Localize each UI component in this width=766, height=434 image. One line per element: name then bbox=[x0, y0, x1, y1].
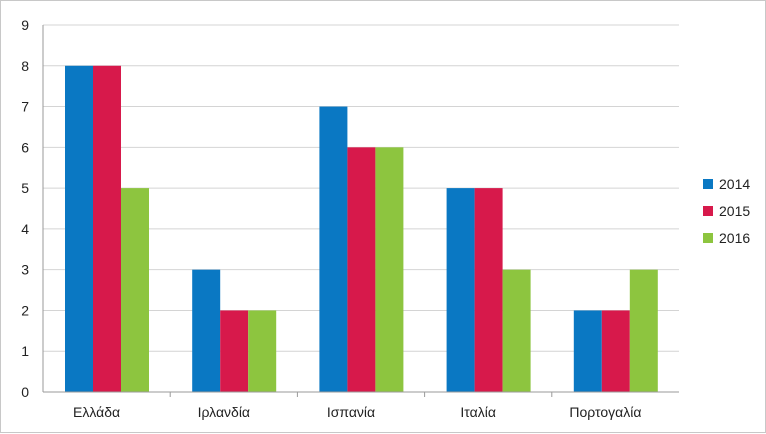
legend-label-2015: 2015 bbox=[719, 203, 750, 219]
x-category-label: Ισπανία bbox=[327, 404, 375, 420]
bar-2015-0 bbox=[93, 65, 121, 393]
bar-2014-1 bbox=[192, 269, 221, 392]
x-category-label: Πορτογαλία bbox=[569, 404, 641, 420]
legend: 2014 2015 2016 bbox=[703, 176, 750, 246]
y-axis: 0 1 2 3 4 5 6 7 8 9 bbox=[21, 17, 44, 400]
bar-2015-1 bbox=[220, 310, 249, 392]
x-axis: Ελλάδα Ιρλανδία Ισπανία Ιταλία Πορτογαλία bbox=[43, 391, 679, 420]
y-tick-label: 7 bbox=[21, 99, 29, 115]
legend-swatch-2015 bbox=[703, 206, 713, 216]
bar-2016-3 bbox=[502, 269, 531, 392]
bar-2016-2 bbox=[375, 147, 404, 392]
y-tick-label: 8 bbox=[21, 58, 29, 74]
legend-label-2014: 2014 bbox=[719, 176, 750, 192]
y-tick-label: 4 bbox=[21, 221, 29, 237]
y-tick-label: 0 bbox=[21, 384, 29, 400]
bar-2014-3 bbox=[446, 188, 475, 392]
bar-2016-1 bbox=[248, 310, 277, 392]
bar-2016-0 bbox=[121, 188, 149, 392]
legend-label-2016: 2016 bbox=[719, 230, 750, 246]
bar-2014-2 bbox=[319, 106, 348, 393]
legend-swatch-2016 bbox=[703, 233, 713, 243]
bar-2015-4 bbox=[601, 310, 630, 392]
bars bbox=[65, 65, 658, 393]
bar-2014-0 bbox=[65, 65, 93, 393]
legend-swatch-2014 bbox=[703, 179, 713, 189]
y-tick-label: 1 bbox=[21, 343, 29, 359]
y-tick-label: 3 bbox=[21, 262, 29, 278]
y-tick-label: 9 bbox=[21, 17, 29, 33]
y-tick-label: 2 bbox=[21, 302, 29, 318]
bar-2014-4 bbox=[573, 310, 602, 392]
bar-2016-4 bbox=[629, 269, 658, 392]
x-category-label: Ελλάδα bbox=[73, 404, 120, 420]
y-tick-label: 5 bbox=[21, 180, 29, 196]
bar-2015-2 bbox=[347, 147, 376, 392]
x-category-label: Ιταλία bbox=[460, 404, 496, 420]
y-tick-label: 6 bbox=[21, 139, 29, 155]
x-category-label: Ιρλανδία bbox=[198, 404, 250, 420]
bar-2015-3 bbox=[474, 188, 503, 392]
